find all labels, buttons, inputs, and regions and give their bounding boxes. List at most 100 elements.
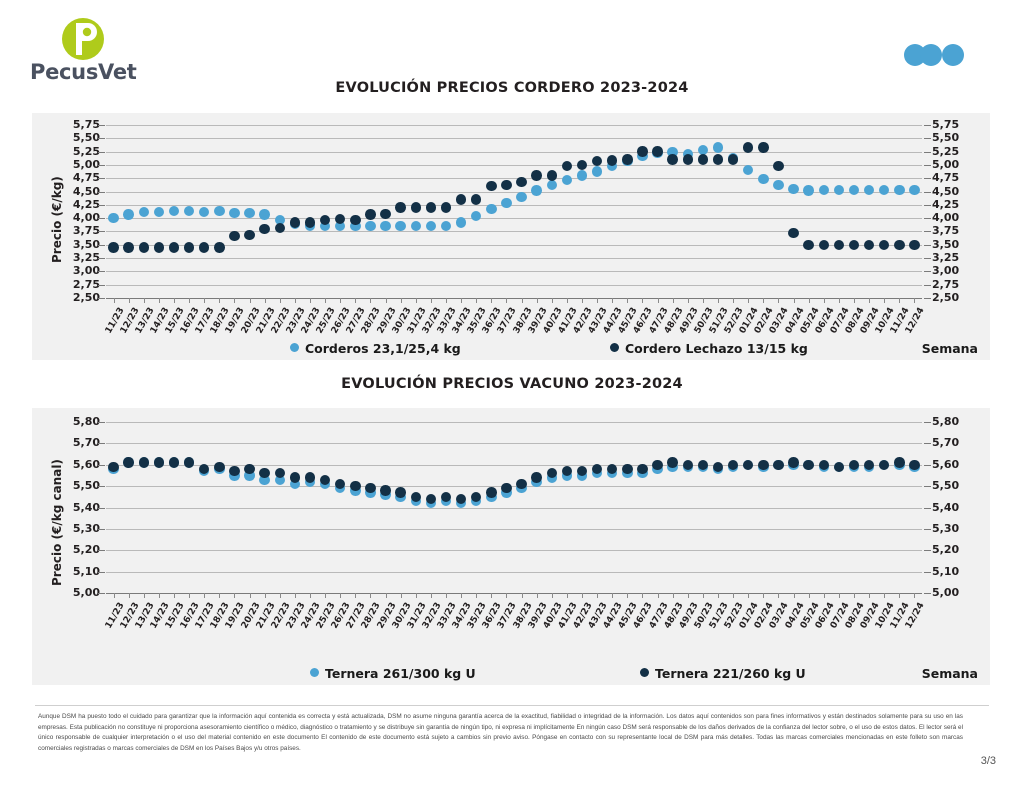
data-point [471, 194, 482, 205]
gridline [106, 284, 922, 286]
data-point [123, 242, 134, 253]
x-axis-tick [415, 298, 417, 303]
x-axis-tick [627, 593, 629, 598]
x-axis-tick [143, 593, 145, 598]
y-axis-tick [98, 550, 105, 552]
data-point [108, 461, 119, 473]
data-point [546, 179, 557, 191]
x-axis-tick [446, 593, 447, 598]
x-axis-tick [536, 298, 538, 303]
data-point [863, 459, 875, 470]
y-axis-tick-label: 4,50 [932, 184, 960, 198]
gridline [106, 571, 922, 573]
x-axis-tick [748, 298, 750, 303]
data-point [168, 242, 180, 253]
data-point [743, 142, 754, 153]
x-axis-tick [400, 298, 402, 303]
x-axis-tick [763, 298, 765, 303]
x-axis-tick [158, 298, 160, 303]
x-axis-tick [325, 298, 327, 303]
y-axis-tick [924, 231, 931, 233]
data-point [667, 146, 678, 158]
data-point [879, 459, 890, 470]
data-point [365, 220, 376, 232]
y-axis-tick [924, 422, 931, 423]
x-axis-tick [778, 593, 780, 598]
data-point [183, 457, 195, 468]
y-axis-tick-label: 4,25 [932, 197, 960, 211]
y-axis-tick [924, 550, 931, 552]
data-point [259, 209, 270, 220]
data-point [486, 181, 497, 192]
data-point [607, 155, 618, 166]
y-axis-tick-label: 5,00 [932, 157, 960, 171]
data-point [727, 154, 739, 165]
data-point [244, 470, 255, 481]
y-axis-tick-label: 5,25 [72, 144, 100, 158]
x-axis-tick [476, 593, 478, 598]
y-axis-tick [924, 151, 931, 153]
x-axis-tick [854, 298, 855, 303]
x-axis-tick [566, 593, 568, 598]
x-axis-tick [506, 298, 508, 303]
data-point [833, 461, 845, 473]
data-point [561, 160, 573, 172]
data-point [773, 179, 784, 191]
chart-cordero-panel: Precio (€/kg) 5,75 5,75 5,50 5,50 5,25 5,25 5,… [32, 113, 990, 360]
data-point [803, 239, 814, 250]
y-axis-tick-label: 3,75 [72, 224, 100, 238]
y-axis-tick [924, 244, 931, 246]
x-axis-tick [219, 593, 221, 598]
x-axis-tick [279, 593, 281, 598]
legend-vacuno-dark: Ternera 221/260 kg U [640, 666, 806, 681]
data-point [455, 194, 467, 205]
y-axis-tick [924, 284, 931, 286]
data-point [818, 459, 829, 470]
data-point [758, 142, 769, 153]
x-axis-tick [869, 593, 871, 598]
x-axis-tick [808, 298, 810, 303]
x-axis-tick [869, 298, 871, 303]
data-point [183, 242, 195, 253]
x-axis-tick [158, 593, 160, 598]
x-axis-tick [657, 593, 659, 598]
y-axis-tick-label: 5,70 [72, 436, 100, 450]
x-axis-tick [174, 298, 175, 303]
x-axis-tick [793, 593, 795, 598]
y-axis-tick-label: 2,50 [932, 291, 960, 304]
data-point [894, 239, 905, 250]
x-axis-tick [430, 298, 432, 303]
y-axis-tick-label: 5,50 [932, 131, 960, 145]
data-point [848, 184, 860, 196]
x-axis-tick [657, 298, 659, 303]
x-axis-tick [823, 593, 825, 598]
y-axis-tick-label: 5,80 [932, 415, 960, 428]
data-point [788, 227, 799, 239]
data-point [531, 185, 542, 196]
x-axis-tick [264, 593, 266, 598]
y-axis-tick-label: 5,25 [932, 144, 960, 158]
chart-vacuno-plot: 5,80 5,80 5,70 5,70 5,60 5,60 5,50 5,50 5,40 5,40… [32, 408, 990, 685]
data-point [894, 457, 905, 468]
data-point [546, 468, 557, 479]
data-point [486, 487, 497, 498]
data-point [833, 184, 845, 196]
data-point [304, 217, 316, 228]
data-point [214, 206, 225, 217]
data-point [244, 463, 255, 475]
x-axis-tick [461, 298, 463, 303]
x-axis-tick [294, 593, 296, 598]
data-point [425, 202, 437, 213]
data-point [863, 239, 875, 250]
x-axis-tick [279, 298, 281, 303]
pecusvet-p-logo-icon [62, 18, 104, 60]
data-point [531, 472, 542, 483]
x-axis-tick [914, 298, 916, 303]
data-point [335, 214, 346, 225]
x-axis-tick [718, 298, 719, 303]
data-point [471, 491, 482, 502]
y-axis-tick [98, 284, 105, 286]
brand-logo: PecusVet [30, 18, 180, 84]
gridline [106, 204, 922, 206]
y-axis-tick-label: 2,50 [72, 291, 100, 304]
